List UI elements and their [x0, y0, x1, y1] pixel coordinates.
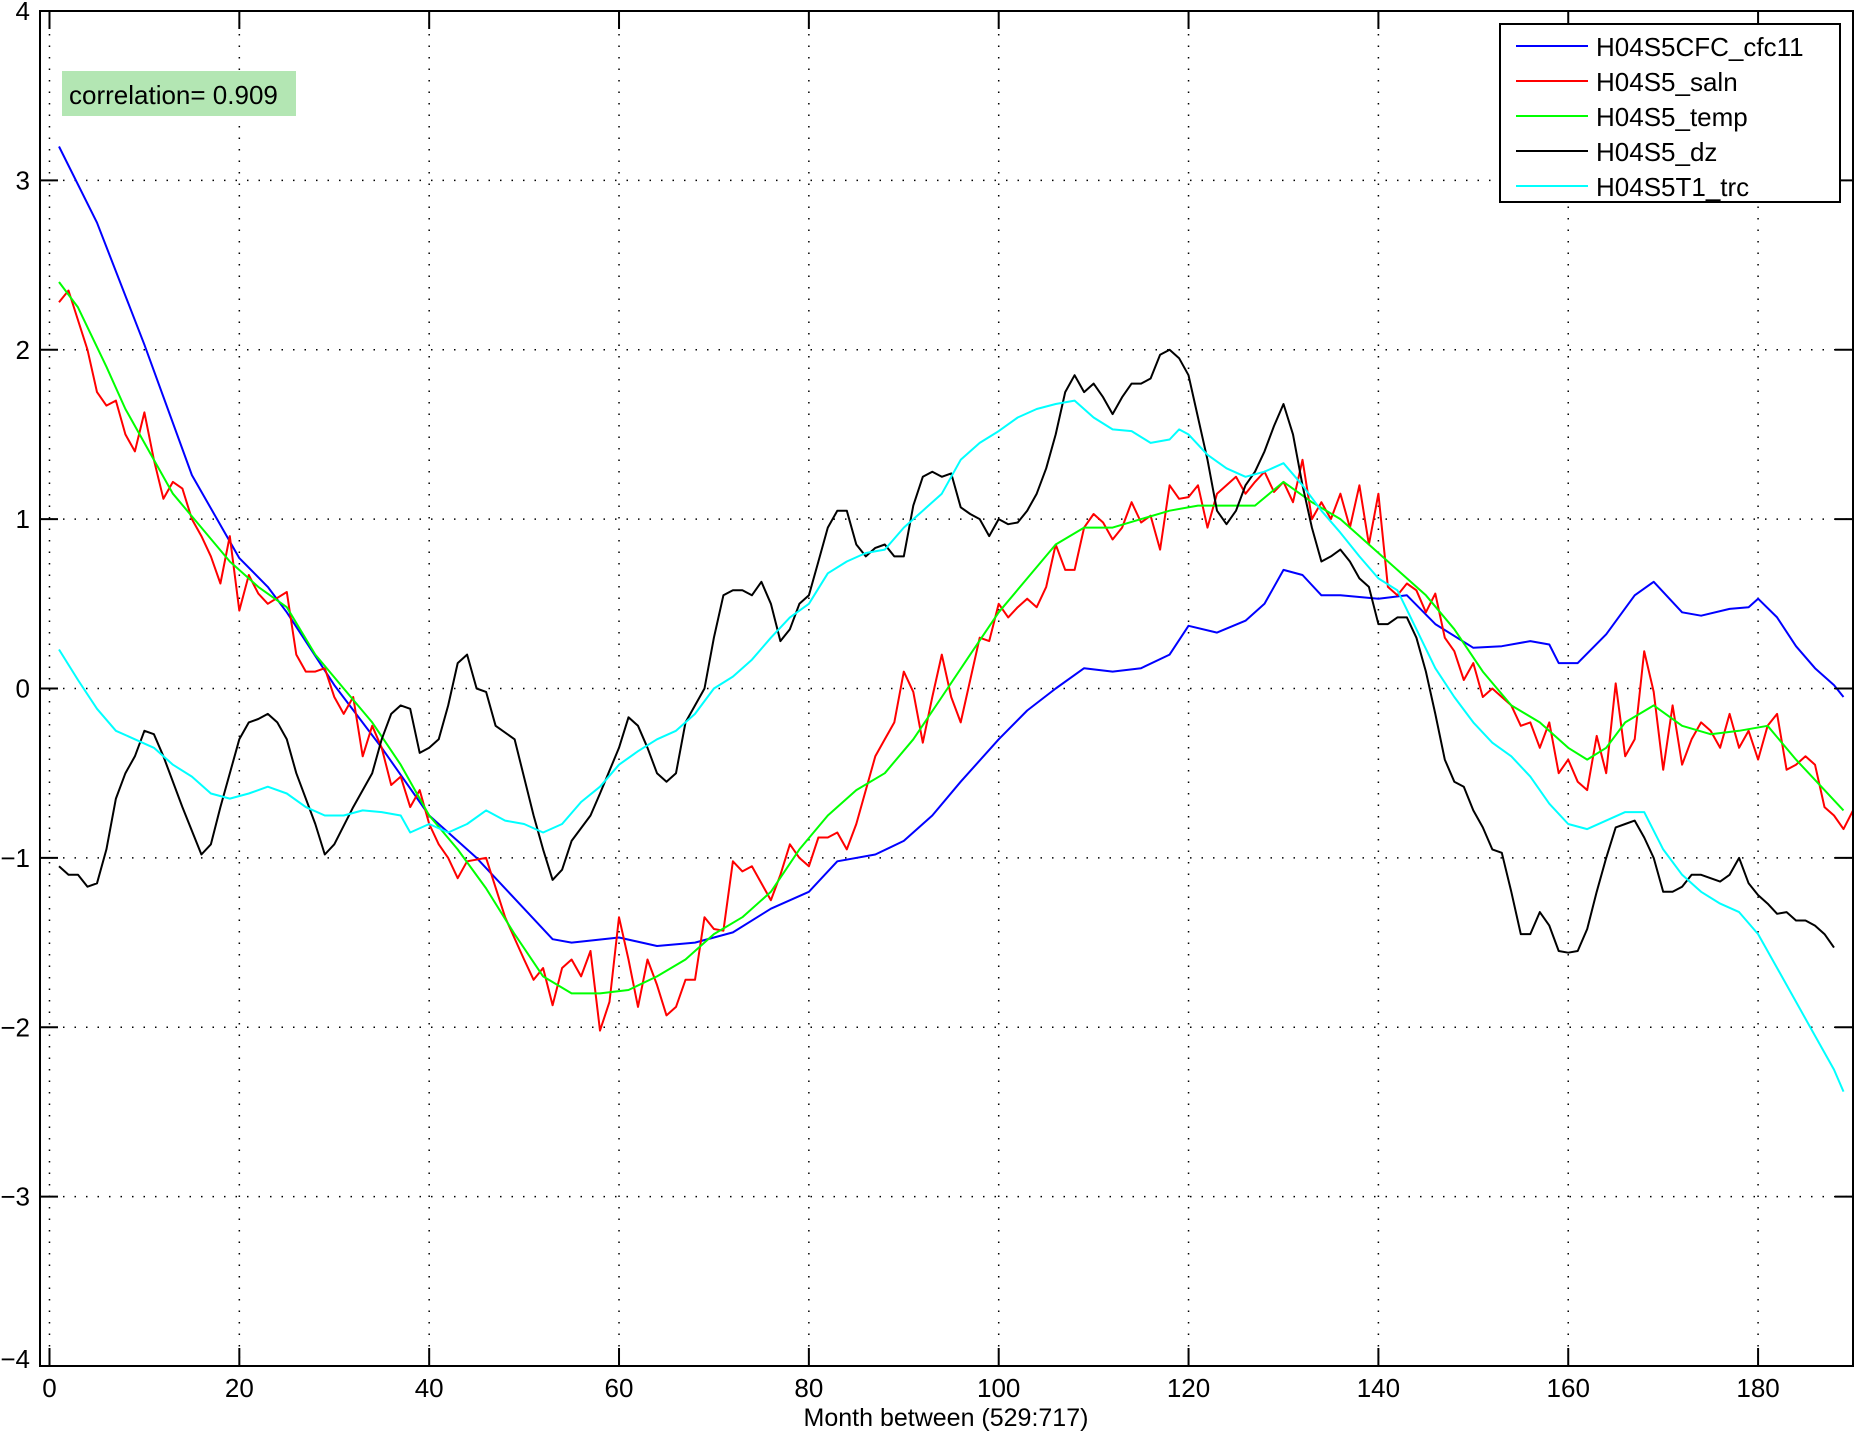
series-group: [58, 146, 1854, 1092]
correlation-annotation: correlation= 0.909: [62, 71, 296, 116]
x-tick-label: 20: [225, 1373, 254, 1403]
y-tick-label: 4: [16, 0, 30, 26]
y-tick-label: −2: [0, 1012, 30, 1042]
x-axis-label: Month between (529:717): [804, 1404, 1089, 1431]
legend-box: [1499, 23, 1841, 203]
x-tick-label: 60: [605, 1373, 634, 1403]
legend: H04S5CFC_cfc11 H04S5_saln H04S5_temp H04S5_…: [1499, 23, 1841, 203]
y-tick-label: −3: [0, 1182, 30, 1212]
y-tick-label: 2: [16, 335, 30, 365]
series-line-H04S5T1_trc: [58, 399, 1845, 1092]
series-line-H04S5CFC_cfc11: [58, 146, 1845, 947]
x-tick-label: 180: [1736, 1373, 1779, 1403]
legend-entry: H04S5_saln: [1596, 67, 1738, 97]
legend-entry: H04S5T1_trc: [1596, 172, 1749, 202]
y-tick-label: 3: [16, 165, 30, 195]
legend-entry: H04S5_temp: [1596, 102, 1748, 132]
y-tick-label: −1: [0, 843, 30, 873]
axis-ticks: 0 20 40 60 80 100 120 140 160 180 −4 −3 −2 −1 0 1 2 3 4: [0, 0, 1853, 1403]
series-line-H04S5_temp: [58, 281, 1845, 995]
y-tick-label: −4: [0, 1344, 30, 1374]
x-tick-label: 100: [977, 1373, 1020, 1403]
x-tick-label: 80: [794, 1373, 823, 1403]
series-line-H04S5_saln: [58, 289, 1854, 1032]
series-line-H04S5_dz: [58, 348, 1835, 954]
y-tick-label: 0: [16, 674, 30, 704]
x-tick-label: 140: [1357, 1373, 1400, 1403]
y-tick-label: 1: [16, 504, 30, 534]
annotation-text: correlation= 0.909: [69, 80, 278, 110]
x-tick-label: 160: [1547, 1373, 1590, 1403]
x-tick-label: 120: [1167, 1373, 1210, 1403]
annotation-background: [62, 71, 296, 116]
x-tick-label: 40: [415, 1373, 444, 1403]
legend-entry: H04S5CFC_cfc11: [1596, 32, 1804, 62]
legend-entry: H04S5_dz: [1596, 137, 1717, 167]
x-tick-label: 0: [42, 1373, 56, 1403]
